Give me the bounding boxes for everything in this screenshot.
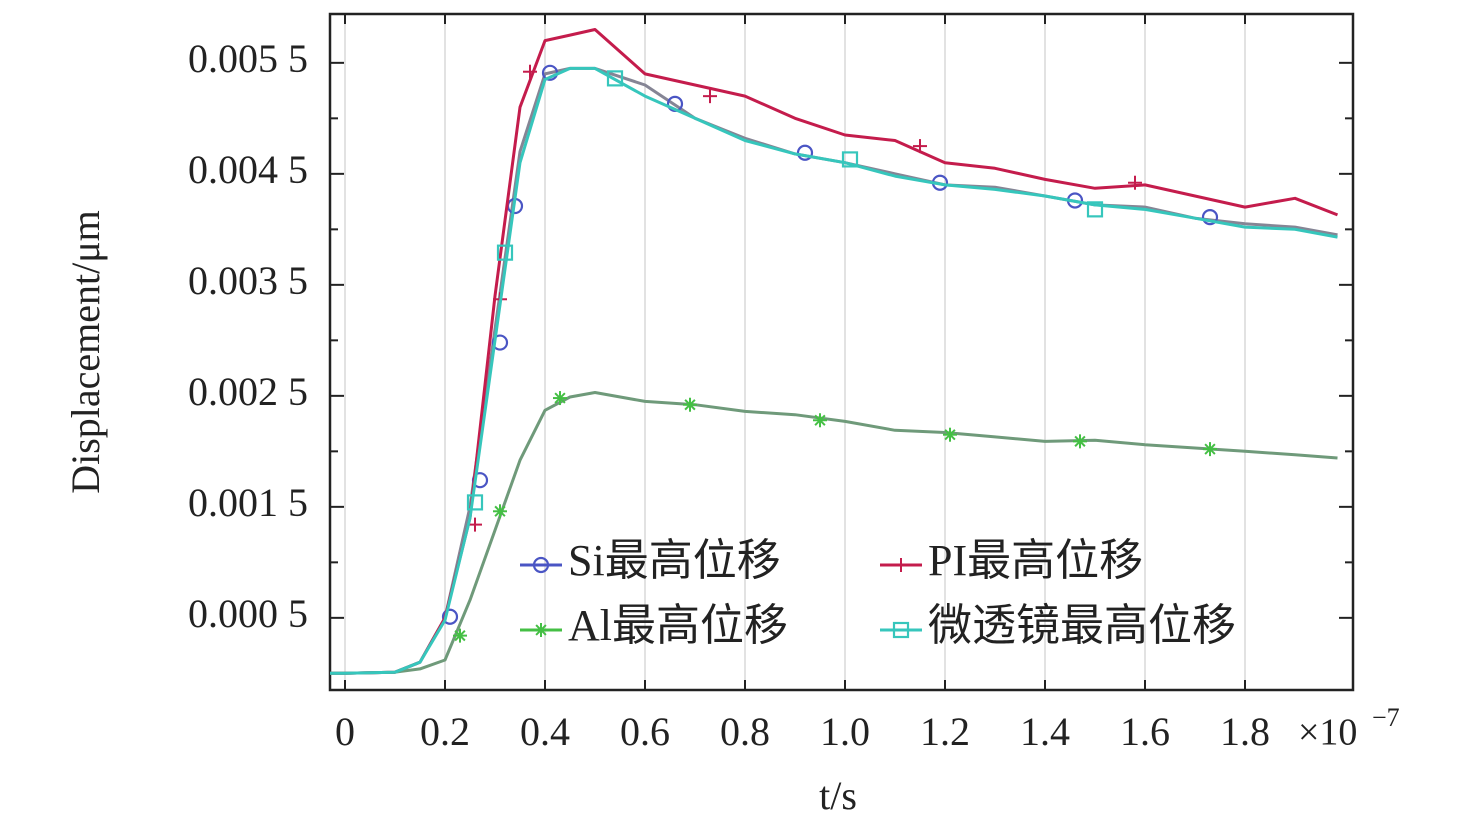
series-line — [330, 66, 1338, 675]
marker — [841, 151, 859, 168]
x-tick-label: 1.4 — [1020, 709, 1070, 754]
marker — [466, 494, 484, 511]
marker-shape — [796, 144, 814, 161]
legend-label: 微透镜最高位移 — [928, 601, 1236, 650]
marker-shape — [606, 70, 624, 87]
series-line — [330, 28, 1339, 675]
series-line — [330, 391, 1338, 675]
marker — [553, 391, 567, 406]
series-line — [330, 66, 1338, 675]
marker-shape — [496, 244, 514, 261]
marker — [491, 334, 509, 351]
x-tick-label: 1.6 — [1120, 709, 1170, 754]
marker — [1203, 442, 1217, 457]
x-tick-label: 1.8 — [1220, 709, 1270, 754]
marker-shape — [841, 151, 859, 168]
marker — [1201, 209, 1219, 226]
marker — [892, 621, 910, 639]
marker — [1086, 201, 1104, 218]
x-tick-label: 0.4 — [520, 709, 570, 754]
legend-label: PI最高位移 — [928, 536, 1143, 585]
x-tick-label: 0 — [335, 709, 355, 754]
marker — [493, 504, 507, 519]
marker-shape — [441, 608, 459, 625]
marker — [683, 397, 697, 412]
marker — [796, 144, 814, 161]
marker — [1128, 175, 1142, 190]
y-tick-label: 0.000 5 — [188, 591, 308, 636]
y-tick-label: 0.005 5 — [188, 36, 308, 81]
x-tick-label: 0.6 — [620, 709, 670, 754]
y-axis-label: Displacement/μm — [63, 210, 108, 494]
marker-shape — [491, 334, 509, 351]
marker — [534, 623, 548, 637]
marker — [1073, 434, 1087, 449]
marker-shape — [1086, 201, 1104, 218]
marker — [943, 427, 957, 442]
x-multiplier-exponent: −7 — [1372, 703, 1400, 732]
marker — [523, 64, 537, 79]
x-tick-label: 1.2 — [920, 709, 970, 754]
marker — [703, 89, 717, 104]
x-tick-label: 0.2 — [420, 709, 470, 754]
marker — [913, 139, 927, 154]
marker — [606, 70, 624, 87]
marker-shape — [532, 556, 550, 574]
x-multiplier: ×10 — [1298, 712, 1357, 754]
marker — [813, 413, 827, 428]
legend-label: Si最高位移 — [568, 536, 781, 585]
marker — [532, 556, 550, 574]
legend-label: Al最高位移 — [568, 601, 788, 650]
marker-shape — [466, 494, 484, 511]
marker-shape — [1201, 209, 1219, 226]
marker — [441, 608, 459, 625]
marker — [894, 558, 908, 572]
y-tick-label: 0.001 5 — [188, 480, 308, 525]
y-tick-label: 0.003 5 — [188, 258, 308, 303]
x-axis-label: t/s — [819, 773, 857, 818]
plot-frame — [328, 12, 1355, 692]
x-tick-label: 0.8 — [720, 709, 770, 754]
marker — [453, 628, 467, 643]
x-tick-label: 1.0 — [820, 709, 870, 754]
marker — [468, 517, 482, 532]
y-tick-label: 0.004 5 — [188, 147, 308, 192]
y-tick-label: 0.002 5 — [188, 369, 308, 414]
marker — [496, 244, 514, 261]
marker-shape — [892, 621, 910, 639]
